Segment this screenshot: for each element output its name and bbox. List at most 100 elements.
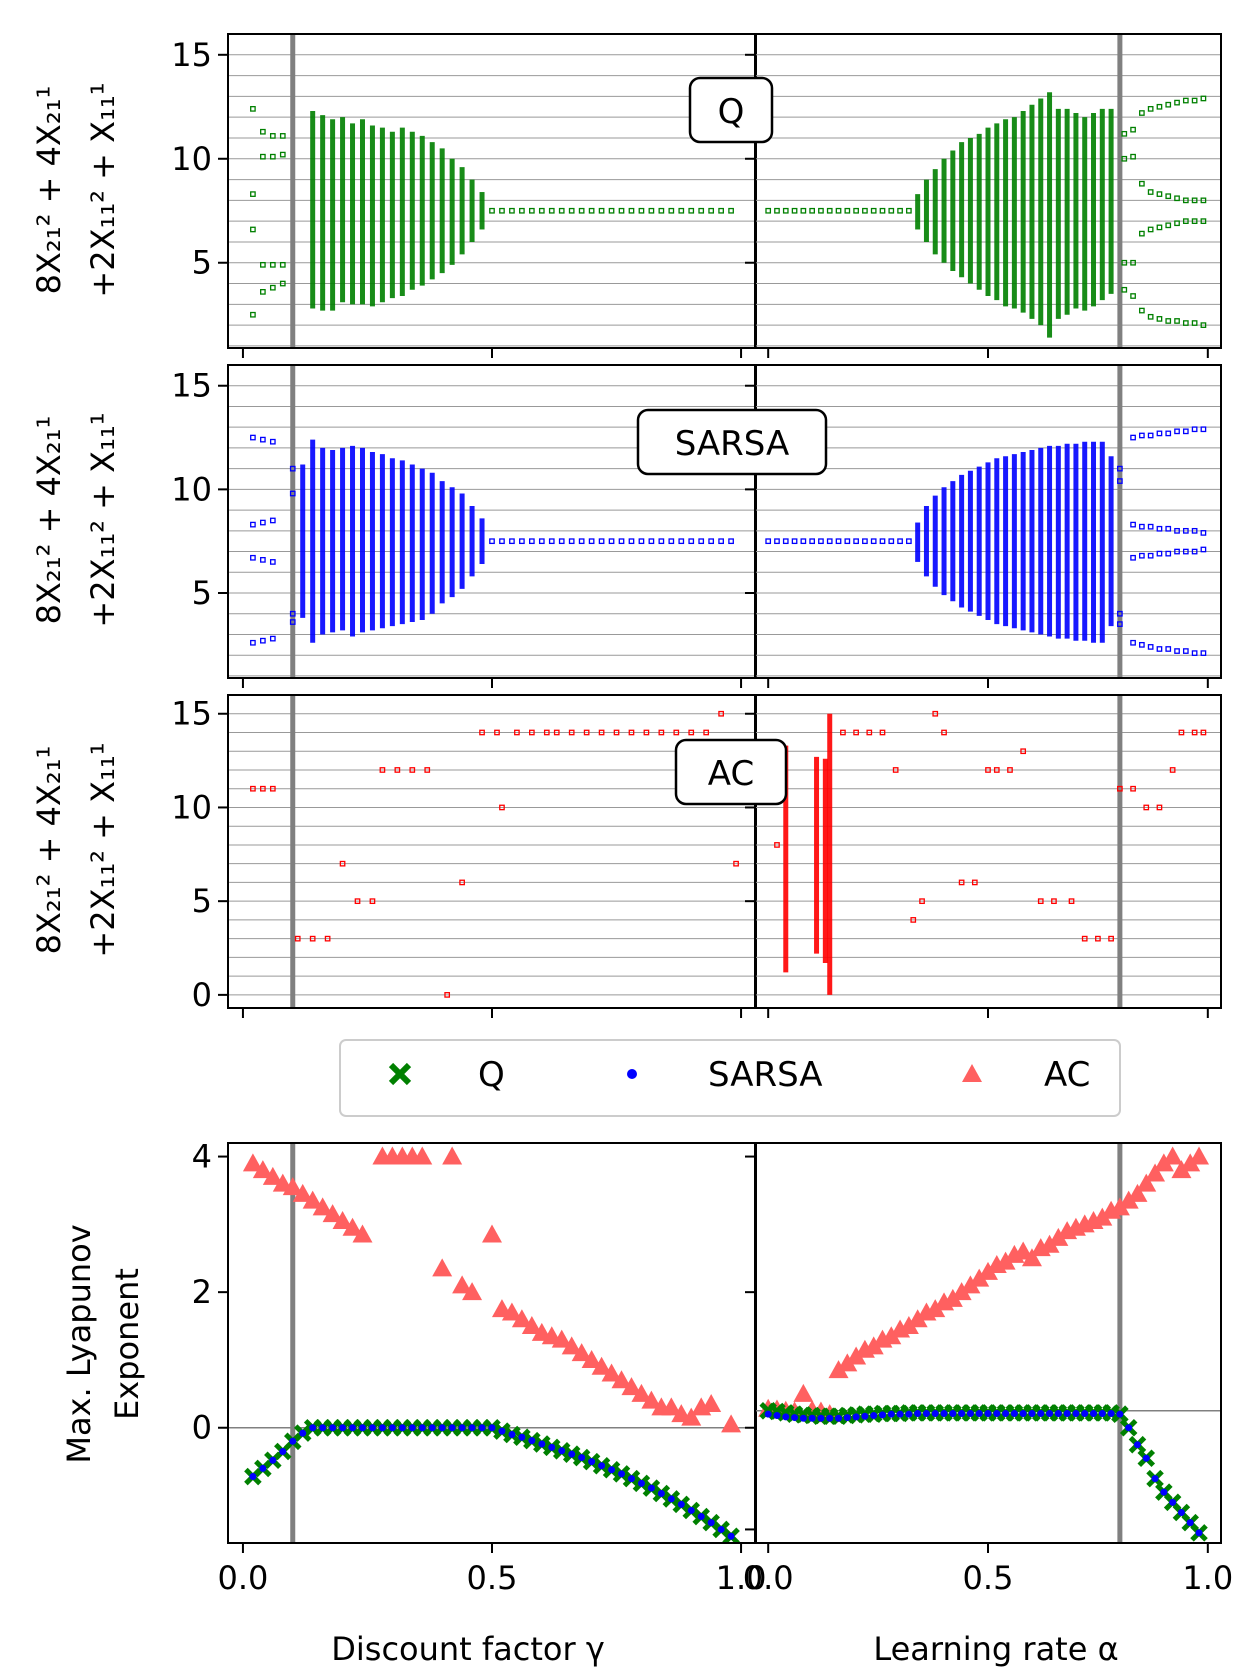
plateau-point bbox=[879, 538, 886, 545]
sarsa-marker bbox=[826, 1414, 834, 1422]
scatter-point bbox=[568, 729, 575, 736]
plateau-point bbox=[578, 207, 585, 214]
attractor-point bbox=[1130, 554, 1136, 561]
attractor-point bbox=[279, 151, 286, 158]
sarsa-marker bbox=[488, 1424, 496, 1432]
attractor-point bbox=[1139, 552, 1145, 559]
attractor-point bbox=[1191, 548, 1198, 555]
panel-Lyapunov-gamma: 0 2 4 0.0 0.5 1.0 bbox=[192, 1138, 767, 1597]
sarsa-marker bbox=[697, 1513, 705, 1521]
sarsa-marker bbox=[279, 1447, 287, 1455]
attractor-point bbox=[1130, 153, 1136, 160]
plateau-point bbox=[708, 207, 715, 214]
scatter-point bbox=[1095, 935, 1101, 942]
xtick-label: 1.0 bbox=[716, 1559, 767, 1597]
sarsa-marker bbox=[667, 1495, 675, 1503]
badge-q: Q bbox=[688, 76, 774, 144]
attractor-point bbox=[1139, 523, 1145, 530]
ac-marker bbox=[282, 1177, 303, 1196]
plateau-point bbox=[826, 207, 833, 214]
legend-frame bbox=[339, 1039, 1121, 1117]
scatter-point bbox=[1037, 898, 1044, 905]
attractor-point bbox=[1191, 650, 1198, 656]
attractor-point bbox=[260, 261, 266, 268]
ac-marker bbox=[342, 1217, 363, 1236]
scatter-point bbox=[993, 767, 1000, 773]
badge-q-label: Q bbox=[718, 92, 745, 132]
sarsa-marker bbox=[528, 1437, 536, 1445]
sarsa-marker bbox=[329, 1424, 337, 1432]
scatter-point bbox=[1156, 804, 1163, 811]
ac-marker bbox=[951, 1282, 972, 1301]
plateau-point bbox=[853, 207, 859, 214]
attractor-point bbox=[1147, 552, 1154, 559]
scatter-point bbox=[971, 879, 978, 886]
sarsa-marker bbox=[984, 1410, 992, 1418]
sarsa-marker bbox=[1037, 1410, 1045, 1418]
scatter-point bbox=[1081, 935, 1088, 942]
plateau-point bbox=[800, 538, 807, 545]
attractor-point bbox=[260, 289, 266, 295]
sarsa-marker bbox=[418, 1424, 426, 1432]
attractor-point bbox=[1139, 307, 1145, 314]
scatter-point bbox=[1117, 785, 1123, 792]
sarsa-marker bbox=[458, 1424, 466, 1432]
attractor-point bbox=[1182, 428, 1189, 435]
scatter-point bbox=[459, 879, 465, 886]
plateau-point bbox=[668, 538, 675, 545]
scatter-point bbox=[840, 729, 846, 736]
plateau-point bbox=[598, 538, 605, 545]
panel-plot-area bbox=[755, 695, 1221, 1008]
plateau-point bbox=[718, 538, 724, 545]
legend: Q SARSA AC bbox=[339, 1039, 1121, 1117]
xtick-label: 0.0 bbox=[217, 1559, 268, 1597]
attractor-point bbox=[260, 153, 266, 160]
legend-sarsa-marker bbox=[627, 1069, 637, 1079]
attractor-point bbox=[1165, 550, 1172, 557]
sarsa-marker bbox=[1195, 1529, 1203, 1537]
sarsa-marker bbox=[843, 1414, 851, 1422]
attractor-point bbox=[1147, 106, 1154, 112]
plateau-point bbox=[862, 207, 868, 214]
attractor-point bbox=[1156, 525, 1163, 532]
ytick-label: 4 bbox=[192, 1138, 212, 1176]
plateau-point bbox=[658, 207, 665, 214]
plateau-point bbox=[638, 207, 645, 214]
plateau-point bbox=[782, 538, 789, 545]
ac-marker bbox=[995, 1251, 1016, 1270]
xtick-label: 0.0 bbox=[743, 1559, 794, 1597]
sarsa-marker bbox=[717, 1525, 725, 1533]
attractor-point bbox=[1156, 316, 1163, 322]
ac-marker bbox=[863, 1336, 884, 1355]
ac-marker bbox=[262, 1166, 283, 1185]
sarsa-marker bbox=[637, 1479, 645, 1487]
scatter-point bbox=[1178, 729, 1185, 736]
attractor-point bbox=[289, 610, 296, 617]
sarsa-marker bbox=[677, 1500, 685, 1508]
plateau-point bbox=[678, 207, 685, 214]
scatter-point bbox=[919, 898, 925, 905]
sarsa-marker bbox=[966, 1410, 974, 1418]
attractor-point bbox=[250, 554, 256, 561]
ac-marker bbox=[482, 1224, 502, 1243]
scatter-point bbox=[494, 729, 500, 736]
scatter-point bbox=[733, 860, 739, 867]
sarsa-marker bbox=[1186, 1519, 1194, 1527]
ac-marker bbox=[412, 1146, 433, 1165]
ac-marker bbox=[332, 1210, 353, 1229]
attractor-point bbox=[1182, 197, 1189, 204]
panel-frame bbox=[227, 694, 757, 1009]
ytick-label: 2 bbox=[192, 1273, 212, 1311]
attractor-point bbox=[1156, 191, 1163, 197]
plateau-point bbox=[870, 207, 877, 214]
plateau-point bbox=[870, 538, 877, 545]
scatter-point bbox=[1051, 898, 1057, 905]
ac-marker bbox=[1092, 1207, 1113, 1226]
attractor-point bbox=[1156, 224, 1163, 231]
plateau-point bbox=[718, 207, 724, 214]
attractor-point bbox=[250, 106, 256, 112]
scatter-point bbox=[985, 767, 991, 773]
attractor-point bbox=[1130, 434, 1136, 441]
attractor-point bbox=[1139, 641, 1145, 648]
attractor-point bbox=[250, 311, 256, 318]
